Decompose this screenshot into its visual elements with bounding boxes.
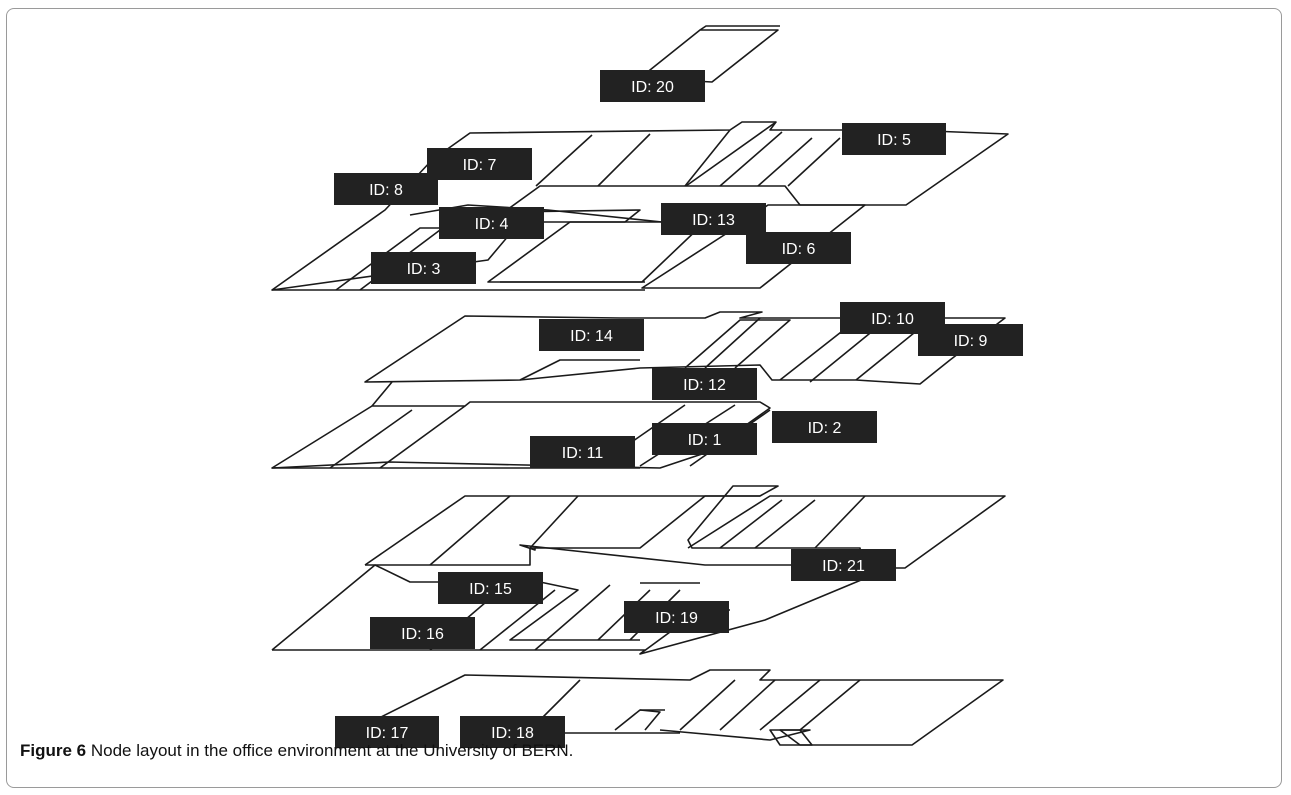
floor-1 — [374, 669, 1004, 746]
node-tag-9: ID: 9 — [918, 324, 1023, 356]
node-label: ID: 1 — [688, 432, 722, 449]
node-label: ID: 14 — [570, 328, 613, 345]
node-tag-7: ID: 7 — [427, 148, 532, 180]
node-label: ID: 8 — [369, 182, 403, 199]
floor-4 — [271, 121, 1009, 291]
floor-2 — [271, 485, 1006, 655]
node-tag-1: ID: 1 — [652, 423, 757, 455]
node-tag-3: ID: 3 — [371, 252, 476, 284]
node-label: ID: 17 — [366, 725, 409, 742]
node-label: ID: 4 — [475, 216, 509, 233]
node-label: ID: 6 — [782, 241, 816, 258]
node-label: ID: 9 — [954, 333, 988, 350]
node-tag-17: ID: 17 — [335, 716, 439, 748]
node-tag-16: ID: 16 — [370, 617, 475, 649]
figure-frame — [6, 8, 1282, 788]
node-label: ID: 19 — [655, 610, 698, 627]
node-tag-6: ID: 6 — [746, 232, 851, 264]
node-label: ID: 2 — [808, 420, 842, 437]
figure-caption: Figure 6 Node layout in the office envir… — [20, 741, 573, 761]
node-tag-8: ID: 8 — [334, 173, 438, 205]
node-label: ID: 10 — [871, 311, 914, 328]
caption-label: Figure 6 — [20, 741, 87, 760]
node-label: ID: 12 — [683, 377, 726, 394]
caption-text: Node layout in the office environment at… — [90, 741, 574, 760]
node-label: ID: 18 — [491, 725, 534, 742]
node-tag-13: ID: 13 — [661, 203, 766, 235]
node-tag-14: ID: 14 — [539, 319, 644, 351]
node-tag-11: ID: 11 — [530, 436, 635, 468]
node-tag-19: ID: 19 — [624, 601, 729, 633]
node-label: ID: 13 — [692, 212, 735, 229]
node-tag-2: ID: 2 — [772, 411, 877, 443]
node-tag-21: ID: 21 — [791, 549, 896, 581]
node-tag-15: ID: 15 — [438, 572, 543, 604]
node-tag-5: ID: 5 — [842, 123, 946, 155]
node-tag-20: ID: 20 — [600, 70, 705, 102]
node-tags: ID: 20 ID: 5 ID: 7 ID: 8 ID: 4 ID: 13 ID… — [334, 70, 1023, 748]
node-label: ID: 16 — [401, 626, 444, 643]
node-tag-4: ID: 4 — [439, 207, 544, 239]
node-label: ID: 11 — [562, 445, 604, 462]
node-label: ID: 7 — [463, 157, 497, 174]
node-label: ID: 5 — [877, 132, 911, 149]
node-tag-12: ID: 12 — [652, 368, 757, 400]
node-label: ID: 20 — [631, 79, 674, 96]
node-label: ID: 3 — [407, 261, 441, 278]
node-tag-18: ID: 18 — [460, 716, 565, 748]
node-label: ID: 15 — [469, 581, 512, 598]
node-label: ID: 21 — [822, 558, 865, 575]
